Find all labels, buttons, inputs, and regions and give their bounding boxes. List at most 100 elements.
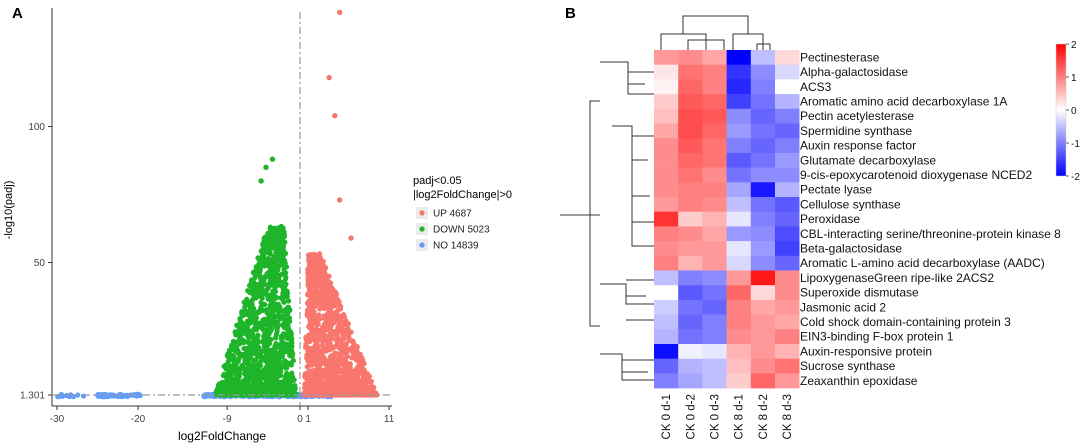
heatmap-cell [726, 64, 752, 80]
heatmap-cell [678, 182, 703, 198]
heatmap-cell [702, 358, 727, 374]
heatmap-cell [726, 241, 752, 257]
legend-title-line2: |log2FoldChange|>0 [413, 189, 512, 201]
heatmap-cell [775, 255, 800, 271]
heatmap-cell [678, 285, 703, 301]
heatmap-cell [775, 285, 800, 301]
panel-label-b: B [565, 5, 576, 22]
heatmap-cell [654, 167, 679, 183]
heatmap-cell [654, 299, 679, 315]
heatmap-cell [775, 123, 800, 139]
heatmap-cell [750, 270, 776, 286]
y-tick-label: 1.301 [20, 391, 45, 402]
heatmap-cell [702, 226, 727, 242]
row-labels: PectinesteraseAlpha-galactosidaseACS3Aro… [800, 50, 1061, 387]
row-label: Jasmonic acid 2 [800, 300, 886, 314]
heatmap-cell [654, 138, 679, 154]
row-label: Glutamate decarboxylase [800, 153, 936, 167]
heatmap-cell [750, 285, 776, 301]
heatmap-cells [654, 50, 800, 389]
up-point [332, 112, 338, 119]
x-axis-label: log2FoldChange [178, 429, 266, 443]
heatmap-cell [750, 314, 776, 330]
row-label: CBL-interacting serine/threonine-protein… [800, 227, 1061, 241]
legend-swatch [419, 242, 425, 248]
heatmap-cell [654, 226, 679, 242]
heatmap-cell [678, 138, 703, 154]
row-label: LipoxygenaseGreen ripe-like 2ACS2 [800, 271, 994, 285]
heatmap-cell [726, 329, 752, 345]
heatmap-cell [775, 79, 800, 95]
heatmap-cell [775, 270, 800, 286]
heatmap-cell [678, 270, 703, 286]
heatmap-cell [726, 211, 752, 227]
heatmap-cell [678, 108, 703, 124]
x-tick-label: 11 [384, 414, 395, 425]
heatmap-cell [678, 79, 703, 95]
x-tick-label: 0 [297, 414, 303, 425]
heatmap-cell [750, 123, 776, 139]
heatmap-cell [654, 50, 679, 65]
heatmap-cell [678, 211, 703, 227]
heatmap-cell [678, 241, 703, 257]
heatmap-cell [775, 241, 800, 257]
legend-swatch [419, 226, 425, 232]
color-scale-bar [1055, 43, 1067, 177]
highlight-points [258, 9, 354, 249]
heatmap-cell [702, 108, 727, 124]
heatmap-cell [678, 299, 703, 315]
row-label: 9-cis-epoxycarotenoid dioxygenase NCED2 [800, 168, 1032, 182]
heatmap-cell [750, 182, 776, 198]
heatmap-cell [702, 123, 727, 139]
heatmap-cell [678, 123, 703, 139]
row-label: Cellulose synthase [800, 197, 901, 211]
y-tick-label: 50 [34, 258, 46, 269]
heatmap-cell [775, 373, 800, 389]
heatmap-cell [654, 79, 679, 95]
heatmap-cell [678, 64, 703, 80]
heatmap-cell [678, 152, 703, 168]
heatmap-cell [750, 108, 776, 124]
row-label: Aromatic L-amino acid decarboxylase (AAD… [800, 256, 1045, 270]
up-point [336, 197, 343, 203]
heatmap-cell [678, 255, 703, 271]
color-scale: 2 1 0 -1 -2 [1055, 40, 1080, 183]
row-dendrogram [560, 61, 654, 381]
legend-label: DOWN 5023 [433, 225, 490, 236]
y-axis-label: -log10(padj) [3, 181, 15, 240]
heatmap-cell [702, 50, 727, 65]
column-label: CK 0 d-3 [710, 394, 722, 439]
heatmap-cell [702, 64, 727, 80]
x-tick-label: 1 [305, 414, 311, 425]
heatmap-cell [775, 108, 800, 124]
x-tick-label: -20 [131, 414, 146, 425]
column-label: CK 0 d-2 [685, 394, 697, 439]
heatmap-cell [775, 211, 800, 227]
heatmap-cell [750, 255, 776, 271]
heatmap-cell [750, 211, 776, 227]
heatmap-cell [726, 255, 752, 271]
heatmap-cell [678, 94, 703, 110]
heatmap-cell [654, 270, 679, 286]
heatmap-cell [726, 94, 752, 110]
heatmap-cell [775, 50, 800, 65]
heatmap-cell [775, 152, 800, 168]
heatmap-cell [750, 373, 776, 389]
heatmap-cell [654, 255, 679, 271]
heatmap-cell [750, 50, 776, 65]
heatmap-cell [726, 285, 752, 301]
heatmap-cell [750, 344, 776, 359]
heatmap-cell [750, 197, 776, 212]
heatmap-cell [726, 344, 752, 359]
down-point [269, 156, 276, 162]
down-point [277, 243, 283, 249]
scale-tick-label: -2 [1071, 172, 1080, 183]
heatmap-cell [702, 79, 727, 95]
row-label: Superoxide dismutase [800, 286, 919, 300]
heatmap-cell [702, 314, 727, 330]
heatmap-cell [775, 138, 800, 154]
heatmap-cell [654, 373, 679, 389]
legend-swatch [419, 210, 425, 216]
